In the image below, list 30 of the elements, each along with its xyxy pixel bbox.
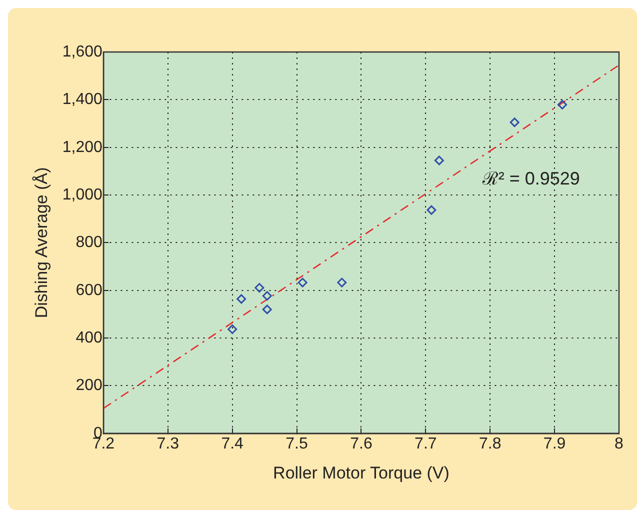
point	[298, 278, 308, 288]
x-tick-label: 7.8	[478, 435, 502, 452]
y-tick-label: 600	[76, 282, 103, 299]
y-tick-label: 1,000	[62, 186, 103, 204]
x-axis-title: Roller Motor Torque (V)	[273, 463, 450, 482]
y-tick-label: 200	[76, 377, 103, 394]
annotation: ℛ² = 0.9529	[481, 168, 580, 189]
x-tick-label: 7.4	[221, 435, 244, 452]
point	[262, 291, 272, 301]
x-tick-label: 7.7	[414, 435, 437, 452]
y-tick-label: 1,600	[62, 43, 103, 60]
point	[228, 324, 238, 334]
point	[337, 278, 347, 288]
x-tick-label: 7.3	[156, 435, 180, 452]
point	[434, 156, 444, 166]
y-axis-title: Dishing Average (Å)	[32, 167, 51, 318]
x-tick-label: 7.5	[286, 435, 308, 452]
y-tick-label: 400	[76, 329, 103, 346]
y-tick-label: 1,200	[62, 138, 103, 156]
y-tick-label: 800	[76, 234, 103, 252]
point	[510, 118, 520, 128]
point	[236, 294, 246, 304]
point	[254, 283, 264, 293]
x-tick-label: 7.9	[543, 435, 566, 452]
point	[426, 205, 436, 215]
y-tick-label: 1,400	[62, 91, 103, 108]
point	[558, 100, 568, 110]
x-tick-label: 7.6	[350, 435, 372, 452]
point	[262, 304, 272, 314]
x-tick-label: 8	[614, 435, 624, 452]
